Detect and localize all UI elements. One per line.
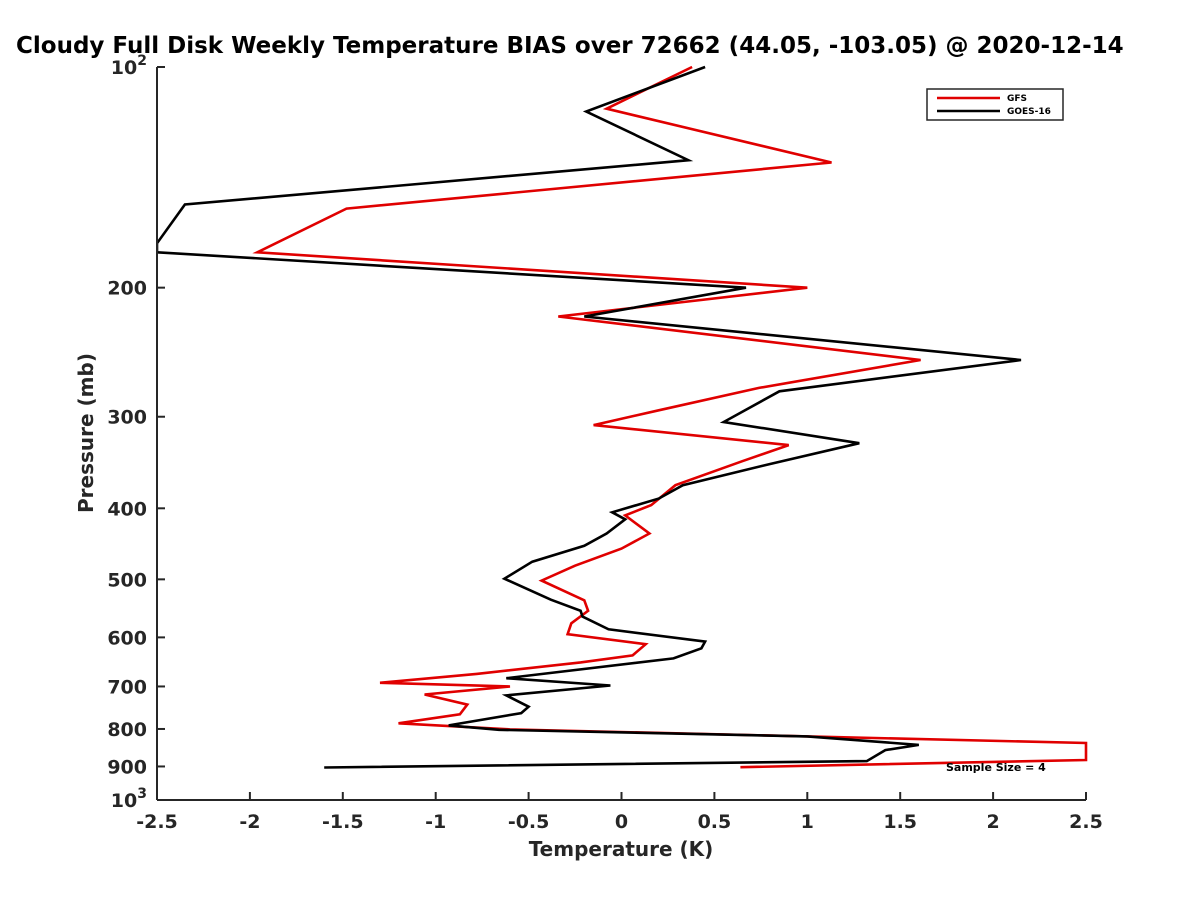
series-line-gfs (252, 65, 1088, 769)
legend-label: GOES-16 (1007, 107, 1051, 117)
y-tick-label: 500 (107, 569, 147, 591)
chart-title: Cloudy Full Disk Weekly Temperature BIAS… (16, 33, 1124, 59)
legend-box (926, 88, 1064, 121)
y-tick-label: 400 (107, 498, 147, 520)
x-tick-label: -0.5 (508, 811, 550, 833)
sample-size-note: Sample Size = 4 (946, 761, 1046, 774)
x-axis-label: Temperature (K) (529, 837, 714, 861)
y-tick-label: 103 (111, 786, 147, 812)
x-tick-label: -2.5 (136, 811, 178, 833)
y-axis-label: Pressure (mb) (74, 353, 98, 513)
y-tick-label: 200 (107, 278, 147, 300)
x-tick-label: -1 (425, 811, 446, 833)
y-tick-label: 700 (107, 676, 147, 698)
x-tick-label: 0.5 (698, 811, 732, 833)
x-tick-label: 2 (986, 811, 999, 833)
y-axis-ticks: 102 200 300 400 500 600 700 800 900 103 (107, 53, 165, 812)
plot-lines (157, 65, 1088, 769)
x-tick-label: 1 (801, 811, 814, 833)
y-tick-label: 600 (107, 627, 147, 649)
x-tick-label: -2 (239, 811, 260, 833)
x-tick-label: -1.5 (322, 811, 364, 833)
series-line-goes-16 (157, 65, 1022, 769)
x-tick-label: 0 (615, 811, 628, 833)
legend: GFS GOES-16 (926, 88, 1064, 121)
x-tick-label: 2.5 (1069, 811, 1103, 833)
y-tick-label: 800 (107, 719, 147, 741)
legend-label: GFS (1007, 94, 1027, 104)
axes (156, 67, 1086, 801)
y-tick-label: 900 (107, 756, 147, 778)
y-tick-label: 102 (111, 53, 147, 79)
x-tick-label: 1.5 (883, 811, 917, 833)
x-axis-ticks: -2.5 -2 -1.5 -1 -0.5 0 0.5 1 1.5 2 2.5 (136, 792, 1103, 833)
y-tick-label: 300 (107, 407, 147, 429)
